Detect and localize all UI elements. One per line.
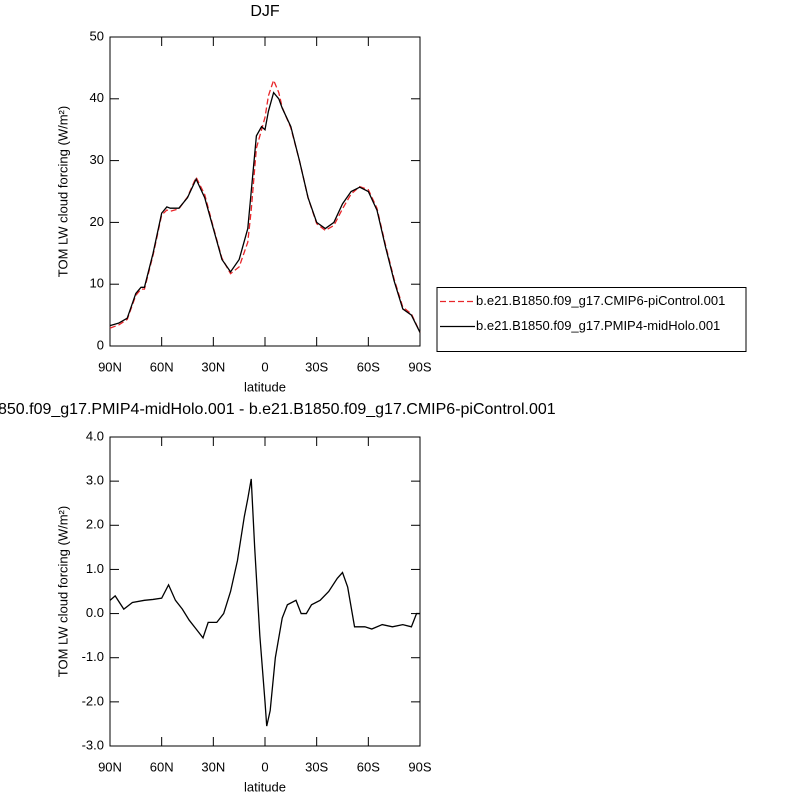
x-tick-label: 60S xyxy=(357,359,380,374)
x-tick-label: 90N xyxy=(98,359,122,374)
y-tick-label: 50 xyxy=(90,28,104,43)
x-tick-label: 30S xyxy=(305,759,328,774)
x-axis-label: latitude xyxy=(244,779,286,794)
x-tick-label: 90S xyxy=(408,359,431,374)
data-line xyxy=(109,78,421,333)
x-tick-label: 30S xyxy=(305,359,328,374)
y-tick-label: -3.0 xyxy=(82,737,104,752)
x-tick-label: 30N xyxy=(201,359,225,374)
legend-box xyxy=(436,287,747,352)
y-tick-label: 2.0 xyxy=(86,517,104,532)
x-tick-label: 30N xyxy=(201,759,225,774)
data-line xyxy=(109,91,421,333)
y-tick-label: 40 xyxy=(90,90,104,105)
y-axis-label: TOM LW cloud forcing (W/m²) xyxy=(55,506,70,677)
data-line xyxy=(109,478,420,727)
x-tick-label: 90S xyxy=(408,759,431,774)
y-tick-label: 0 xyxy=(97,337,104,352)
plot-frame xyxy=(109,36,421,347)
plot-frame xyxy=(109,436,421,747)
x-tick-label: 60N xyxy=(150,759,174,774)
x-tick-label: 0 xyxy=(261,759,268,774)
x-tick-label: 60N xyxy=(150,359,174,374)
x-tick-label: 90N xyxy=(98,759,122,774)
x-axis-label: latitude xyxy=(244,379,286,394)
y-tick-label: 4.0 xyxy=(86,428,104,443)
y-tick-label: 30 xyxy=(90,152,104,167)
y-tick-label: 1.0 xyxy=(86,561,104,576)
y-tick-label: -2.0 xyxy=(82,693,104,708)
y-axis-label: TOM LW cloud forcing (W/m²) xyxy=(55,106,70,277)
x-tick-label: 60S xyxy=(357,759,380,774)
y-tick-label: 0.0 xyxy=(86,605,104,620)
chart-title: 850.f09_g17.PMIP4-midHolo.001 - b.e21.B1… xyxy=(0,401,556,418)
chart-title: DJF xyxy=(250,3,280,20)
x-tick-label: 0 xyxy=(261,359,268,374)
legend-label: b.e21.B1850.f09_g17.PMIP4-midHolo.001 xyxy=(476,318,720,333)
y-tick-label: 10 xyxy=(90,276,104,291)
y-tick-label: 20 xyxy=(90,214,104,229)
legend-label: b.e21.B1850.f09_g17.CMIP6-piControl.001 xyxy=(476,293,725,308)
y-tick-label: 3.0 xyxy=(86,473,104,488)
y-tick-label: -1.0 xyxy=(82,649,104,664)
